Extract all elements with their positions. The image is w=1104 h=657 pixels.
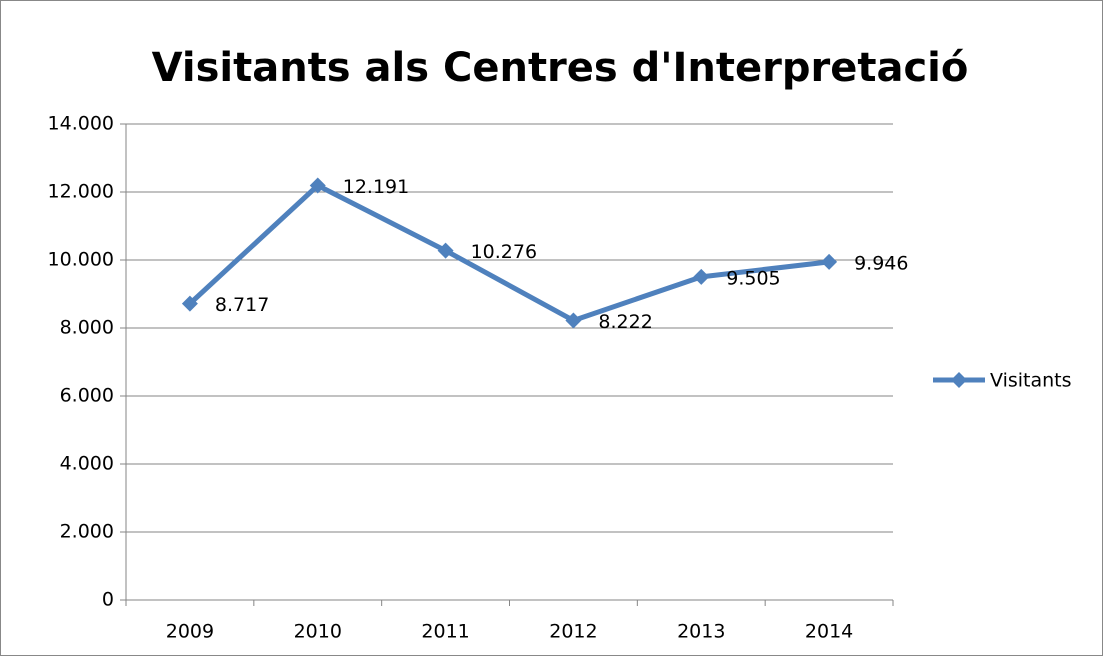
data-label: 10.276 — [471, 241, 537, 263]
x-tick-label: 2013 — [677, 621, 725, 643]
data-label: 12.191 — [343, 176, 409, 198]
y-tick-label: 10.000 — [48, 249, 114, 271]
chart-title: Visitants als Centres d'Interpretació — [152, 45, 969, 91]
marker — [821, 253, 838, 270]
marker — [437, 242, 454, 259]
data-label: 8.717 — [215, 294, 269, 316]
marker — [693, 268, 710, 285]
marker — [181, 295, 198, 312]
y-tick-label: 0 — [102, 589, 114, 611]
line — [188, 183, 830, 323]
y-tick-label: 6.000 — [60, 385, 114, 407]
legend-label: Visitants — [990, 370, 1072, 392]
data-label: 9.946 — [854, 252, 908, 274]
x-tick-label: 2010 — [294, 621, 342, 643]
x-tick-label: 2009 — [166, 621, 214, 643]
marker — [309, 177, 326, 194]
data-label: 8.222 — [598, 311, 652, 333]
marker — [565, 312, 582, 329]
y-tick-label: 2.000 — [60, 521, 114, 543]
legend-marker — [951, 372, 967, 388]
y-tick-label: 4.000 — [60, 453, 114, 475]
x-tick-label: 2012 — [549, 621, 597, 643]
x-tick-label: 2011 — [421, 621, 469, 643]
x-tick-label: 2014 — [805, 621, 853, 643]
y-tick-label: 8.000 — [60, 317, 114, 339]
data-label: 9.505 — [726, 267, 780, 289]
y-tick-label: 12.000 — [48, 181, 114, 203]
y-tick-label: 14.000 — [48, 113, 114, 135]
